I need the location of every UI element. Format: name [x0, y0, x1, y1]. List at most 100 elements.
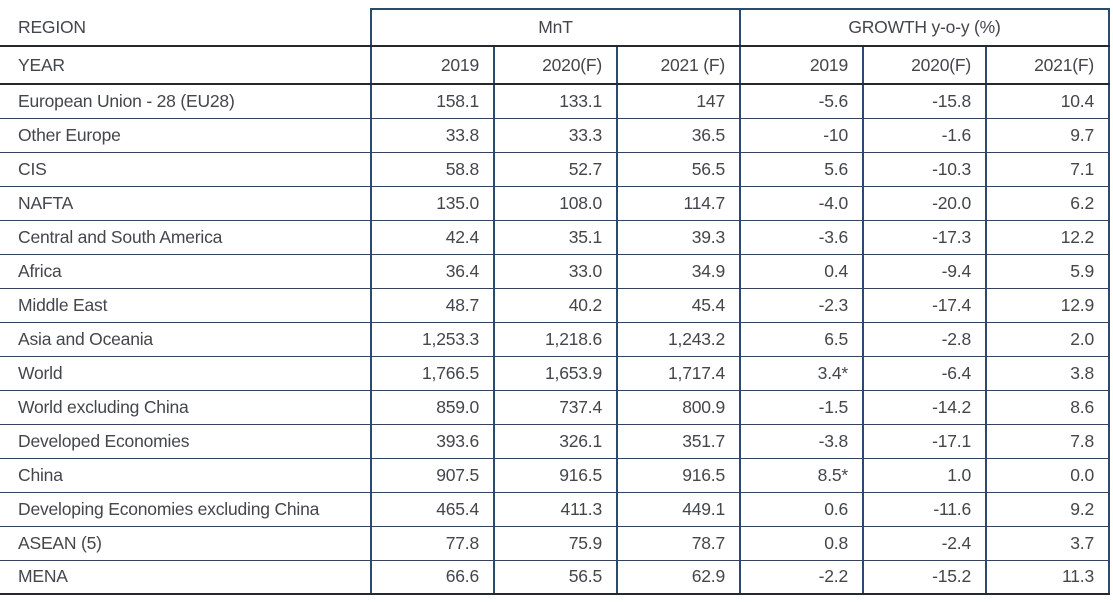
mnt-value-cell: 77.8 [370, 526, 494, 561]
mnt-value-cell: 40.2 [493, 288, 617, 323]
growth-value-cell: -4.0 [739, 186, 863, 221]
region-name-cell: CIS [0, 152, 371, 187]
growth-value-cell: 1.0 [862, 458, 986, 493]
region-name-cell: Other Europe [0, 118, 371, 153]
growth-value-cell: 5.9 [985, 254, 1110, 289]
mnt-value-cell: 78.7 [616, 526, 740, 561]
growth-value-cell: 3.7 [985, 526, 1110, 561]
mnt-value-cell: 33.3 [493, 118, 617, 153]
mnt-value-cell: 907.5 [370, 458, 494, 493]
mnt-value-cell: 326.1 [493, 424, 617, 459]
mnt-value-cell: 1,653.9 [493, 356, 617, 391]
growth-value-cell: 12.9 [985, 288, 1110, 323]
mnt-group-header: MnT [370, 8, 740, 47]
growth-year-2019-header: 2019 [739, 46, 863, 85]
mnt-value-cell: 737.4 [493, 390, 617, 425]
region-name-cell: Middle East [0, 288, 371, 323]
mnt-value-cell: 351.7 [616, 424, 740, 459]
table-row: ASEAN (5) 77.8 75.9 78.7 0.8 -2.4 3.7 [0, 526, 1110, 561]
mnt-value-cell: 35.1 [493, 220, 617, 255]
growth-value-cell: -3.8 [739, 424, 863, 459]
growth-value-cell: 9.2 [985, 492, 1110, 527]
table-row: CIS 58.8 52.7 56.5 5.6 -10.3 7.1 [0, 152, 1110, 187]
growth-value-cell: -11.6 [862, 492, 986, 527]
mnt-value-cell: 147 [616, 84, 740, 119]
region-header: REGION [0, 9, 371, 47]
growth-value-cell: -3.6 [739, 220, 863, 255]
mnt-value-cell: 1,218.6 [493, 322, 617, 357]
region-name-cell: MENA [0, 560, 371, 595]
mnt-value-cell: 36.5 [616, 118, 740, 153]
mnt-value-cell: 449.1 [616, 492, 740, 527]
growth-value-cell: -17.1 [862, 424, 986, 459]
mnt-value-cell: 465.4 [370, 492, 494, 527]
growth-value-cell: 3.4* [739, 356, 863, 391]
growth-value-cell: 10.4 [985, 84, 1110, 119]
region-name-cell: World [0, 356, 371, 391]
growth-value-cell: 0.4 [739, 254, 863, 289]
growth-value-cell: 2.0 [985, 322, 1110, 357]
growth-value-cell: 6.5 [739, 322, 863, 357]
growth-value-cell: -10.3 [862, 152, 986, 187]
growth-value-cell: -15.8 [862, 84, 986, 119]
region-name-cell: European Union - 28 (EU28) [0, 84, 371, 119]
table-row: China 907.5 916.5 916.5 8.5* 1.0 0.0 [0, 458, 1110, 493]
regional-steel-use-table: REGION MnT GROWTH y-o-y (%) YEAR 2019 20… [0, 8, 1110, 595]
table-row: Asia and Oceania 1,253.3 1,218.6 1,243.2… [0, 322, 1110, 357]
growth-value-cell: 8.6 [985, 390, 1110, 425]
growth-value-cell: 9.7 [985, 118, 1110, 153]
region-name-cell: China [0, 458, 371, 493]
growth-value-cell: -20.0 [862, 186, 986, 221]
growth-value-cell: 12.2 [985, 220, 1110, 255]
mnt-value-cell: 39.3 [616, 220, 740, 255]
growth-value-cell: 8.5* [739, 458, 863, 493]
growth-value-cell: -17.4 [862, 288, 986, 323]
mnt-value-cell: 859.0 [370, 390, 494, 425]
region-name-cell: Africa [0, 254, 371, 289]
year-header-row: YEAR 2019 2020(F) 2021 (F) 2019 2020(F) … [0, 46, 1110, 85]
table-row: Developing Economies excluding China 465… [0, 492, 1110, 527]
mnt-value-cell: 158.1 [370, 84, 494, 119]
table-row: World excluding China 859.0 737.4 800.9 … [0, 390, 1110, 425]
growth-value-cell: 0.8 [739, 526, 863, 561]
group-header-row: REGION MnT GROWTH y-o-y (%) [0, 8, 1110, 47]
growth-value-cell: -1.5 [739, 390, 863, 425]
table-body: European Union - 28 (EU28) 158.1 133.1 1… [0, 84, 1110, 595]
mnt-value-cell: 1,766.5 [370, 356, 494, 391]
region-name-cell: ASEAN (5) [0, 526, 371, 561]
mnt-value-cell: 108.0 [493, 186, 617, 221]
mnt-value-cell: 393.6 [370, 424, 494, 459]
growth-year-2020-header: 2020(F) [862, 46, 986, 85]
growth-value-cell: -1.6 [862, 118, 986, 153]
mnt-value-cell: 45.4 [616, 288, 740, 323]
mnt-value-cell: 48.7 [370, 288, 494, 323]
mnt-value-cell: 1,253.3 [370, 322, 494, 357]
table-row: Developed Economies 393.6 326.1 351.7 -3… [0, 424, 1110, 459]
growth-value-cell: -5.6 [739, 84, 863, 119]
mnt-value-cell: 62.9 [616, 560, 740, 595]
growth-value-cell: -2.4 [862, 526, 986, 561]
mnt-value-cell: 66.6 [370, 560, 494, 595]
growth-value-cell: -14.2 [862, 390, 986, 425]
growth-group-header: GROWTH y-o-y (%) [739, 8, 1110, 47]
growth-value-cell: -17.3 [862, 220, 986, 255]
region-name-cell: World excluding China [0, 390, 371, 425]
mnt-value-cell: 33.0 [493, 254, 617, 289]
growth-value-cell: 7.8 [985, 424, 1110, 459]
mnt-value-cell: 75.9 [493, 526, 617, 561]
growth-value-cell: 0.0 [985, 458, 1110, 493]
mnt-value-cell: 800.9 [616, 390, 740, 425]
mnt-value-cell: 58.8 [370, 152, 494, 187]
region-name-cell: Central and South America [0, 220, 371, 255]
year-header: YEAR [0, 46, 371, 85]
growth-value-cell: -2.2 [739, 560, 863, 595]
mnt-value-cell: 114.7 [616, 186, 740, 221]
mnt-year-2021-header: 2021 (F) [616, 46, 740, 85]
mnt-value-cell: 52.7 [493, 152, 617, 187]
mnt-value-cell: 42.4 [370, 220, 494, 255]
mnt-year-2020-header: 2020(F) [493, 46, 617, 85]
mnt-value-cell: 916.5 [493, 458, 617, 493]
mnt-value-cell: 56.5 [493, 560, 617, 595]
growth-value-cell: -6.4 [862, 356, 986, 391]
